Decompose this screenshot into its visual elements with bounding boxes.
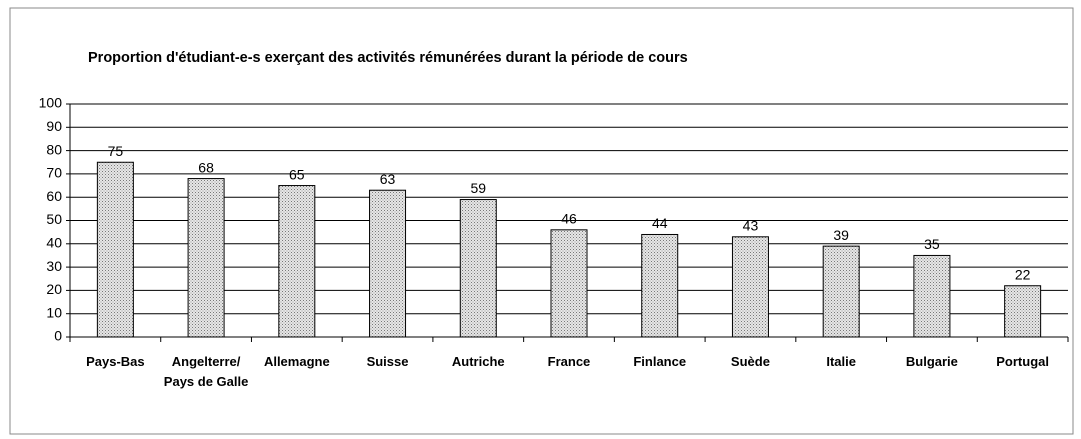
x-label-box: Finlance	[633, 354, 687, 369]
x-label-box: Pays-Bas	[86, 354, 145, 369]
x-label-box: France	[547, 354, 591, 369]
x-tick-label: Angelterre/ Pays de Galle	[163, 354, 249, 389]
x-label-box: Autriche	[451, 354, 505, 369]
y-tick-label: 50	[46, 211, 62, 227]
y-tick-label: 70	[46, 165, 62, 181]
y-tick-label: 20	[46, 281, 62, 297]
data-label: 68	[198, 159, 214, 175]
y-tick-label: 80	[46, 141, 62, 157]
data-label: 65	[289, 166, 305, 182]
x-label-box: Suisse	[366, 354, 409, 369]
bar	[1004, 285, 1042, 338]
data-label: 75	[108, 143, 124, 159]
bar	[459, 199, 497, 338]
x-label-box: Bulgarie	[905, 354, 958, 369]
bar	[822, 245, 860, 338]
y-tick-label: 90	[46, 118, 62, 134]
bar	[187, 178, 225, 338]
x-label-box: Suède	[730, 354, 770, 369]
data-label: 44	[652, 215, 668, 231]
x-tick-label: Portugal	[996, 354, 1049, 369]
x-label-box: Portugal	[996, 354, 1049, 369]
frame	[9, 7, 1074, 435]
x-tick-label: Allemagne	[263, 354, 330, 369]
x-tick-label: Bulgarie	[905, 354, 958, 369]
y-tick-label: 10	[46, 304, 62, 320]
bar	[96, 161, 134, 338]
x-tick-label: Italie	[826, 354, 856, 369]
bar	[550, 229, 588, 338]
data-label: 46	[561, 211, 577, 227]
y-tick-label: 0	[54, 328, 62, 344]
x-label-box: Angelterre/ Pays de Galle	[163, 354, 249, 389]
data-label: 39	[833, 227, 849, 243]
bar	[913, 254, 951, 338]
x-tick-label: Pays-Bas	[86, 354, 145, 369]
bar	[641, 233, 679, 338]
y-tick-label: 40	[46, 235, 62, 251]
bar	[278, 185, 316, 338]
x-tick-label: Suisse	[366, 354, 409, 369]
data-label: 43	[743, 218, 759, 234]
data-label: 35	[924, 236, 940, 252]
bar	[731, 236, 769, 338]
x-tick-label: Autriche	[451, 354, 505, 369]
y-tick-label: 60	[46, 188, 62, 204]
x-tick-label: France	[547, 354, 591, 369]
y-tick-label: 100	[39, 95, 63, 111]
data-label: 22	[1015, 266, 1031, 282]
bar	[369, 189, 407, 338]
x-label-box: Allemagne	[263, 354, 330, 369]
y-tick-label: 30	[46, 258, 62, 274]
x-tick-label: Finlance	[633, 354, 687, 369]
x-tick-label: Suède	[730, 354, 770, 369]
data-label: 59	[470, 180, 486, 196]
chart-title: Proportion d'étudiant-e-s exerçant des a…	[88, 50, 688, 66]
x-label-box: Italie	[826, 354, 856, 369]
data-label: 63	[380, 171, 396, 187]
